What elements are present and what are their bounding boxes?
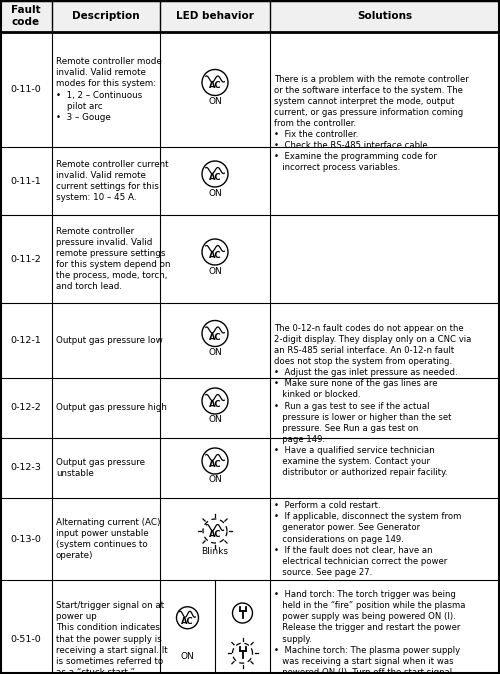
Text: 0-12-3: 0-12-3 xyxy=(10,464,42,472)
Text: Alternating current (AC)
input power unstable
(system continues to
operate): Alternating current (AC) input power uns… xyxy=(56,518,160,560)
Bar xyxy=(1,147,499,215)
Text: Output gas pressure high: Output gas pressure high xyxy=(56,404,167,412)
Text: Blinks: Blinks xyxy=(202,547,228,555)
Text: AC: AC xyxy=(208,82,222,90)
Text: 0-13-0: 0-13-0 xyxy=(10,534,42,543)
Text: Remote controller current
invalid. Valid remote
current settings for this
system: Remote controller current invalid. Valid… xyxy=(56,160,168,202)
Text: Remote controller mode
invalid. Valid remote
modes for this system:
•  1, 2 – Co: Remote controller mode invalid. Valid re… xyxy=(56,57,162,122)
Text: The 0-12-n fault codes do not appear on the
2-digit display. They display only o: The 0-12-n fault codes do not appear on … xyxy=(274,324,471,477)
Text: There is a problem with the remote controller
or the software interface to the s: There is a problem with the remote contr… xyxy=(274,75,469,173)
Text: ON: ON xyxy=(208,475,222,485)
Text: 0-11-0: 0-11-0 xyxy=(10,85,42,94)
Bar xyxy=(1,32,499,147)
Text: LED behavior: LED behavior xyxy=(176,11,254,21)
Text: ON: ON xyxy=(208,266,222,276)
Text: Fault
code: Fault code xyxy=(11,5,41,27)
Bar xyxy=(1,215,499,303)
Text: Remote controller
pressure invalid. Valid
remote pressure settings
for this syst: Remote controller pressure invalid. Vali… xyxy=(56,226,170,291)
Text: Output gas pressure
unstable: Output gas pressure unstable xyxy=(56,458,145,478)
Text: Start/trigger signal on at
power up
This condition indicates
that the power supp: Start/trigger signal on at power up This… xyxy=(56,601,168,674)
Text: AC: AC xyxy=(181,617,194,625)
Text: 0-51-0: 0-51-0 xyxy=(10,634,42,644)
Bar xyxy=(1,438,499,498)
Text: AC: AC xyxy=(208,460,222,469)
Text: AC: AC xyxy=(208,251,222,260)
Text: AC: AC xyxy=(208,530,222,539)
Text: AC: AC xyxy=(208,332,222,342)
Text: 0-11-2: 0-11-2 xyxy=(10,255,42,264)
Text: ON: ON xyxy=(208,97,222,106)
Bar xyxy=(1,580,499,674)
Bar xyxy=(1,1,499,32)
Text: ON: ON xyxy=(208,415,222,425)
Text: 0-12-1: 0-12-1 xyxy=(10,336,42,345)
Text: Description: Description xyxy=(72,11,140,21)
Text: AC: AC xyxy=(208,400,222,409)
Text: •  Hand torch: The torch trigger was being
   held in the “fire” position while : • Hand torch: The torch trigger was bein… xyxy=(274,590,466,674)
Text: ON: ON xyxy=(208,348,222,357)
Text: AC: AC xyxy=(208,173,222,182)
Bar xyxy=(1,303,499,378)
Text: Output gas pressure low: Output gas pressure low xyxy=(56,336,163,345)
Bar xyxy=(1,378,499,438)
Text: ON: ON xyxy=(208,189,222,197)
Text: •  Perform a cold restart.
•  If applicable, disconnect the system from
   gener: • Perform a cold restart. • If applicabl… xyxy=(274,501,462,577)
Text: Solutions: Solutions xyxy=(358,11,412,21)
Text: 0-11-1: 0-11-1 xyxy=(10,177,42,185)
Text: ON: ON xyxy=(180,652,194,661)
Bar xyxy=(1,498,499,580)
Text: 0-12-2: 0-12-2 xyxy=(10,404,42,412)
